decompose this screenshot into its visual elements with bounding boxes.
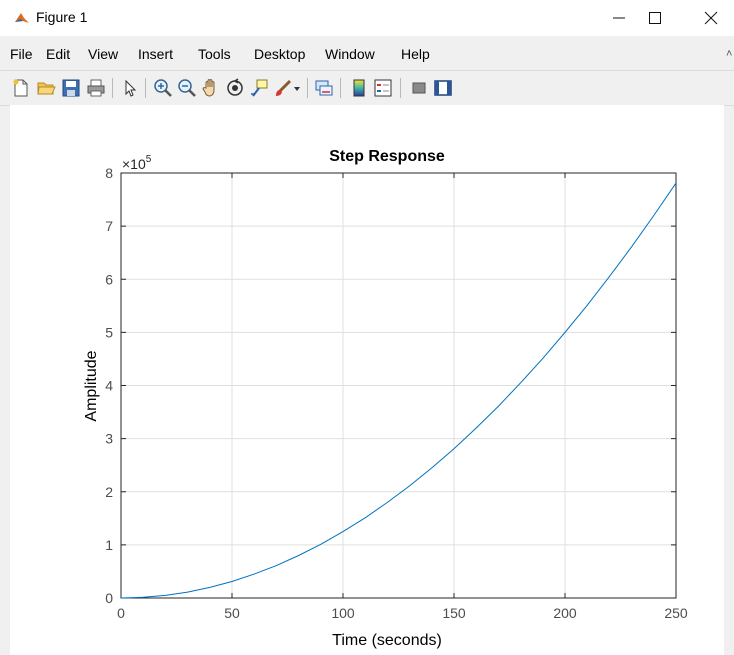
series-line-0: [120, 182, 677, 599]
toolbar-separator: [112, 78, 113, 98]
y-tick-label: 7: [105, 218, 113, 234]
minimize-icon: [613, 17, 625, 19]
chart-title: Step Response: [329, 148, 445, 165]
data-cursor-icon[interactable]: [249, 78, 269, 98]
menu-overflow-icon[interactable]: ˄: [726, 48, 733, 60]
zoom-in-icon[interactable]: [153, 78, 173, 98]
x-tick-label: 50: [224, 605, 240, 621]
select-arrow-icon[interactable]: [120, 78, 140, 98]
menu-desktop[interactable]: Desktop: [254, 46, 306, 62]
legend-icon[interactable]: [373, 78, 393, 98]
save-icon[interactable]: [61, 78, 81, 98]
y-tick-label: 6: [105, 271, 113, 287]
figure-canvas: 0 50 100 150 200 250 0 1 2 3 4 5 6 7 8 Step Response T…: [10, 105, 724, 655]
menu-help[interactable]: Help: [401, 46, 430, 62]
x-axis-label: Time (seconds): [332, 632, 442, 649]
minimize-button[interactable]: [596, 0, 642, 36]
zoom-out-icon[interactable]: [177, 78, 197, 98]
brush-icon[interactable]: [273, 78, 293, 98]
y-axis-label: Amplitude: [83, 350, 100, 421]
menu-bar: File Edit View Insert Tools Desktop Wind…: [0, 42, 734, 68]
y-tick-label: 2: [105, 484, 113, 500]
y-tick-label: 4: [105, 378, 113, 394]
x-tick-label: 0: [117, 605, 125, 621]
y-exponent-label: ×105: [122, 154, 152, 172]
brush-dropdown-icon[interactable]: [292, 78, 302, 98]
step-response-chart[interactable]: 0 50 100 150 200 250 0 1 2 3 4 5 6 7 8 Step Response T…: [10, 105, 724, 655]
window-title-bar: Figure 1: [0, 0, 734, 36]
rotate-3d-icon[interactable]: [225, 78, 245, 98]
menu-file[interactable]: File: [10, 46, 33, 62]
menu-insert[interactable]: Insert: [138, 46, 174, 62]
toolbar-separator: [307, 78, 308, 98]
y-tick-label: 5: [105, 324, 113, 340]
maximize-icon: [649, 12, 661, 24]
y-tick-label: 3: [105, 431, 113, 447]
x-tick-label: 150: [442, 605, 466, 621]
menu-view[interactable]: View: [88, 46, 119, 62]
toolbar-separator: [400, 78, 401, 98]
show-plot-tools-icon[interactable]: [433, 78, 453, 98]
y-exponent-base: ×10: [122, 156, 146, 172]
hide-plot-tools-icon[interactable]: [409, 78, 429, 98]
matlab-icon: [14, 10, 30, 26]
window-title: Figure 1: [36, 9, 88, 25]
y-tick-label: 1: [105, 537, 113, 553]
figure-toolbar: [0, 70, 734, 106]
toolbar-separator: [145, 78, 146, 98]
y-exponent-power: 5: [146, 154, 152, 165]
colorbar-icon[interactable]: [349, 78, 369, 98]
menu-window[interactable]: Window: [325, 46, 375, 62]
x-tick-label: 200: [553, 605, 577, 621]
x-tick-label: 250: [664, 605, 688, 621]
y-tick-label: 8: [105, 165, 113, 181]
maximize-button[interactable]: [632, 0, 678, 36]
link-plot-icon[interactable]: [314, 78, 334, 98]
menu-tools[interactable]: Tools: [198, 46, 231, 62]
new-figure-icon[interactable]: [11, 78, 31, 98]
print-icon[interactable]: [86, 78, 106, 98]
toolbar-separator: [340, 78, 341, 98]
close-button[interactable]: [688, 0, 734, 36]
close-icon: [704, 11, 718, 25]
open-file-icon[interactable]: [36, 78, 56, 98]
y-tick-label: 0: [105, 590, 113, 606]
menu-edit[interactable]: Edit: [46, 46, 71, 62]
pan-hand-icon[interactable]: [201, 78, 221, 98]
x-tick-label: 100: [331, 605, 355, 621]
